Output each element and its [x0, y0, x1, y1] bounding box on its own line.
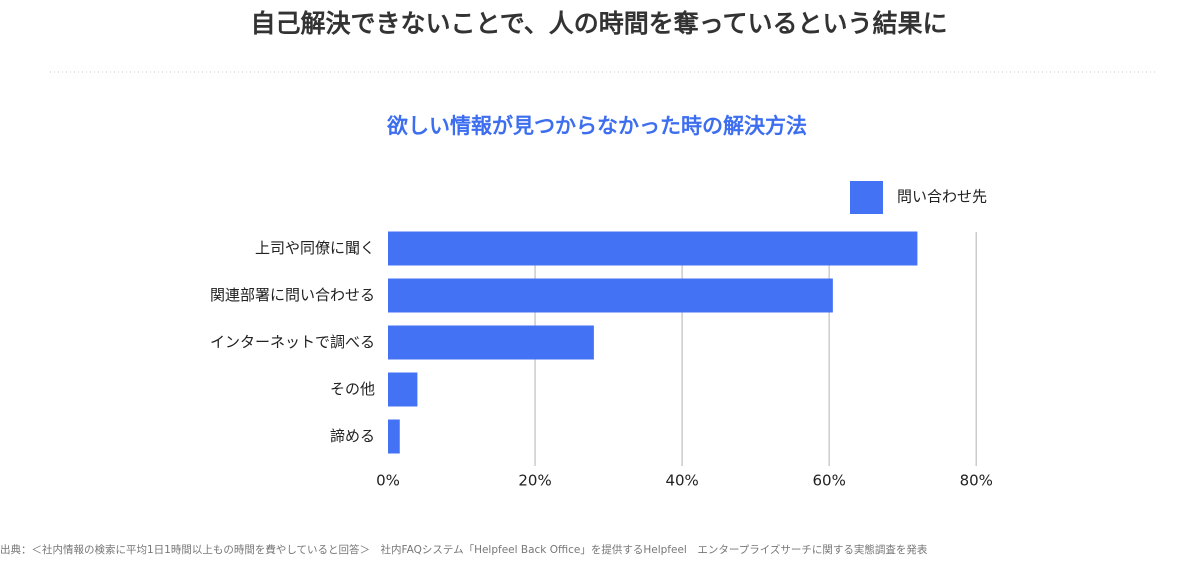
y-tick-label: 関連部署に問い合わせる — [210, 286, 375, 304]
chart-title: 欲しい情報が見つからなかった時の解決方法 — [386, 114, 807, 138]
y-tick-label: 上司や同僚に聞く — [255, 239, 375, 257]
page-title: 自己解決できないことで、人の時間を奪っているという結果に — [250, 9, 947, 38]
legend-label: 問い合わせ先 — [897, 188, 987, 206]
bar — [388, 278, 833, 313]
bar — [388, 325, 594, 360]
y-tick-label: 諦める — [330, 427, 375, 445]
x-tick-label: 0% — [376, 472, 400, 490]
footer: 出典：＜社内情報の検索に平均1日1時間以上もの時間を費やしていると回答＞ 社内F… — [0, 543, 928, 556]
legend-swatch — [850, 181, 883, 214]
x-tick-label: 40% — [665, 472, 698, 490]
y-tick-label: インターネットで調べる — [210, 333, 375, 351]
x-tick-label: 60% — [813, 472, 846, 490]
x-tick-label: 80% — [960, 472, 993, 490]
bar — [388, 419, 400, 454]
x-tick-label: 20% — [518, 472, 551, 490]
bar — [388, 231, 918, 266]
bar — [388, 372, 418, 407]
y-tick-label: その他 — [330, 380, 375, 398]
